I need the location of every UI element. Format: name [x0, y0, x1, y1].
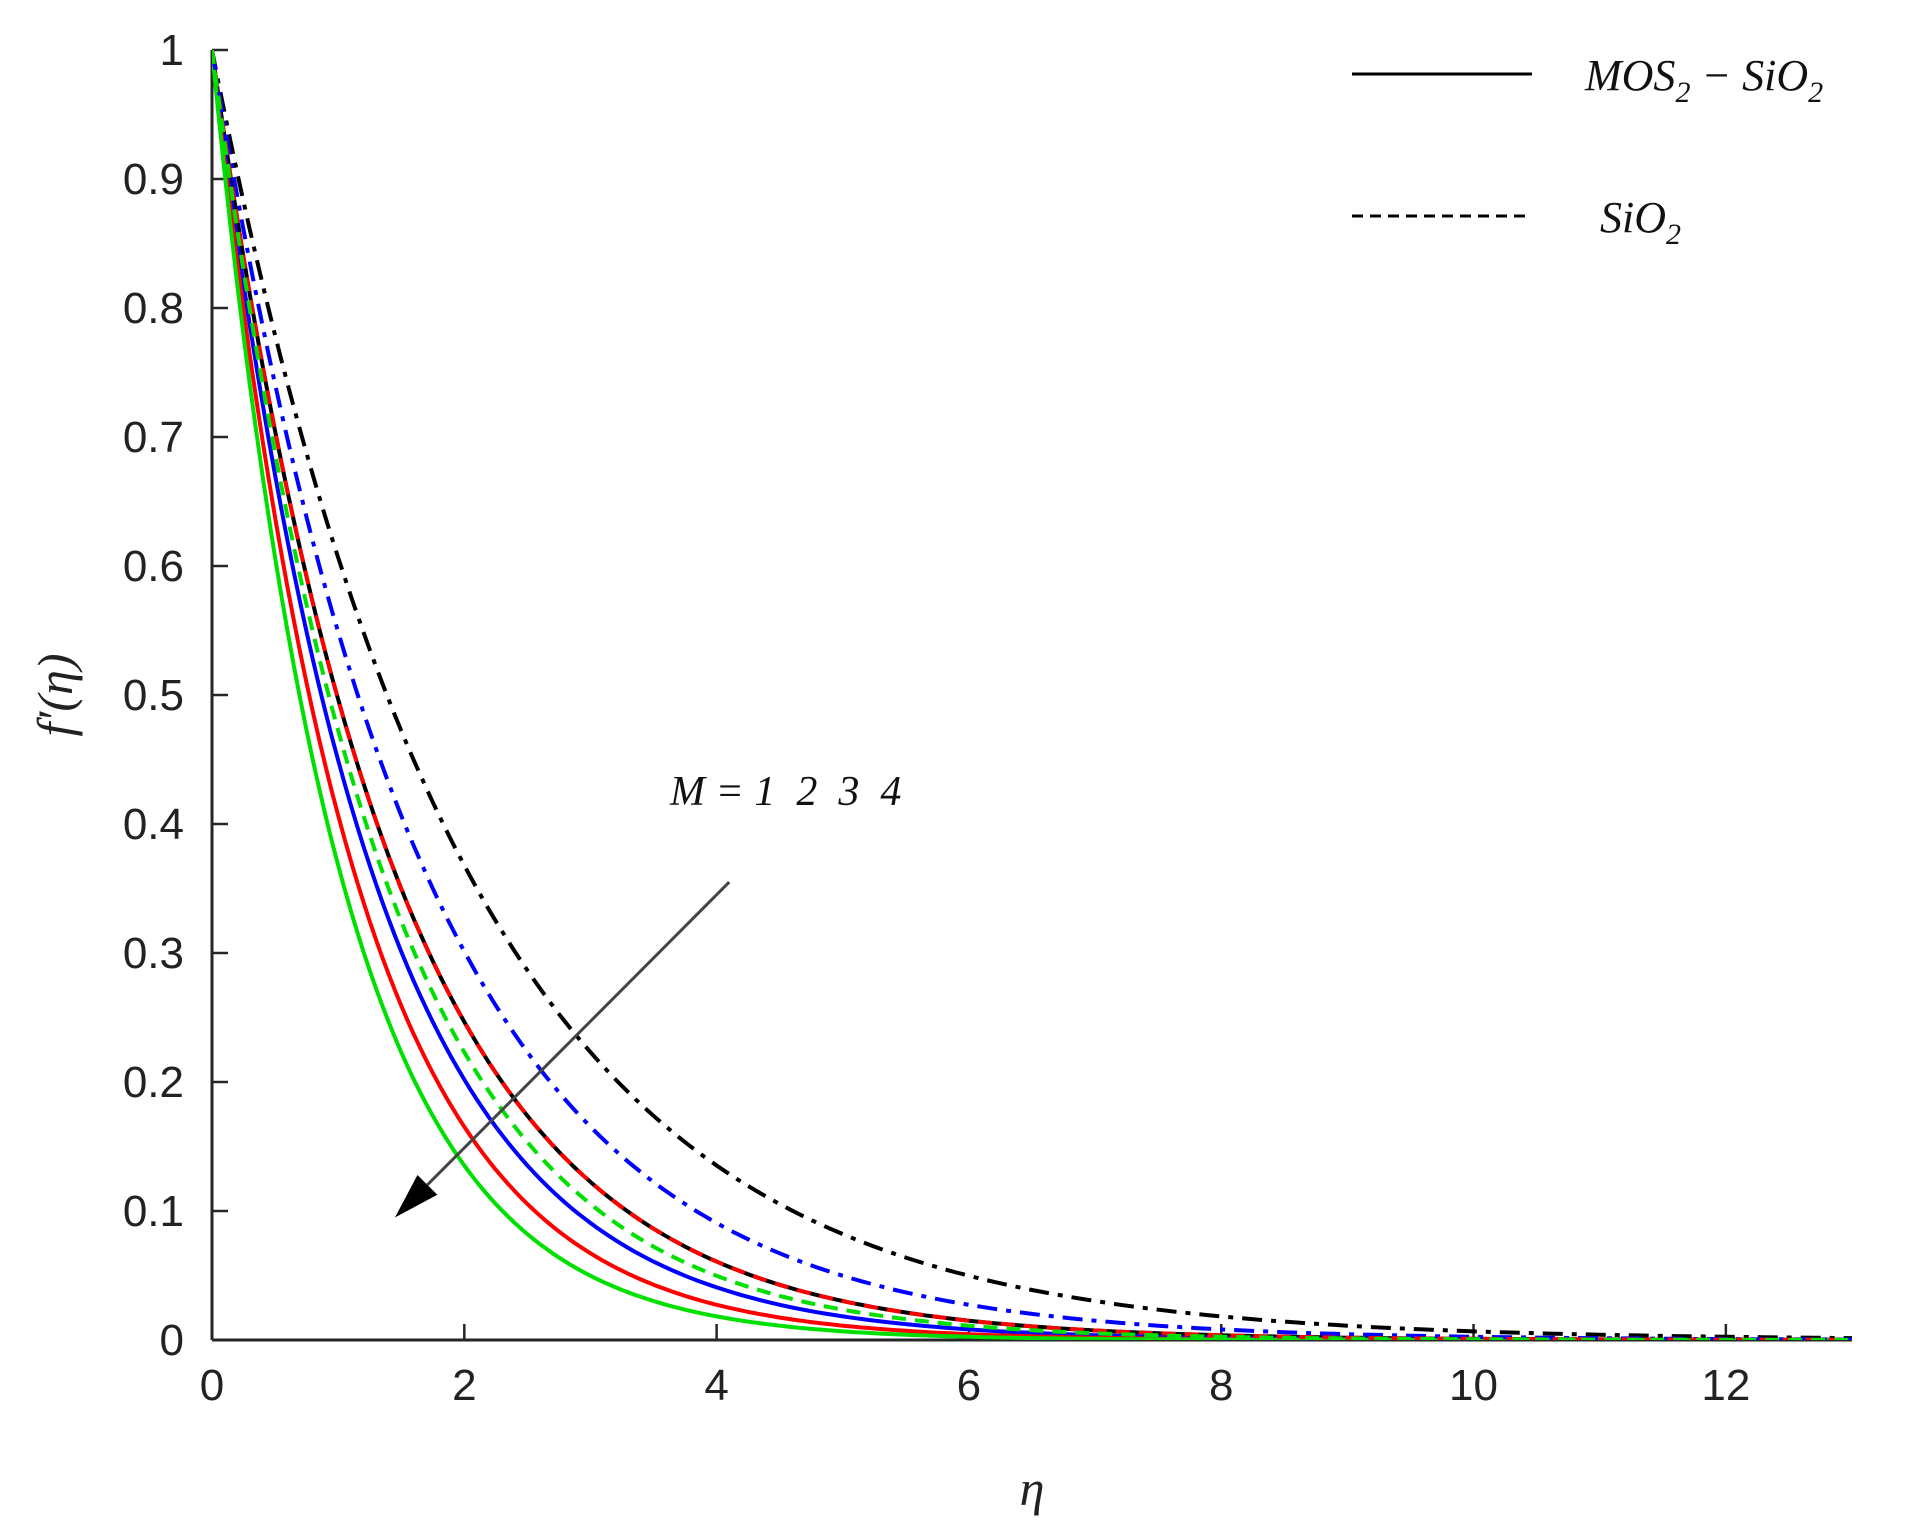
series-group	[212, 50, 1852, 1340]
annotation: M = 1 2 3 4	[394, 769, 901, 1218]
legend-label-sub: 2	[1666, 218, 1681, 251]
series-line-5	[212, 50, 1852, 1340]
series-line-7	[212, 50, 1852, 1340]
y-tick-label: 0.7	[123, 413, 184, 462]
y-tick-label: 0.9	[123, 155, 184, 204]
y-tick-label: 0.1	[123, 1187, 184, 1236]
series-line-3	[212, 50, 1852, 1340]
x-tick-label: 8	[1209, 1361, 1233, 1410]
y-tick-label: 0.6	[123, 542, 184, 591]
legend-label-1: MOS2 − SiO2	[1584, 51, 1823, 109]
legend-label-sub: 2	[1675, 76, 1690, 109]
annotation-text: M = 1 2 3 4	[669, 769, 901, 815]
y-tick-label: 0.4	[123, 800, 184, 849]
x-tick-label: 6	[957, 1361, 981, 1410]
y-tick-label: 0.3	[123, 929, 184, 978]
y-axis-label: f′(η)	[27, 654, 83, 737]
x-axis-label: η	[1020, 1460, 1045, 1516]
series-line-6	[212, 50, 1852, 1340]
series-line-4	[212, 50, 1852, 1340]
x-tick-label: 0	[200, 1361, 224, 1410]
y-tick-label: 0.2	[123, 1058, 184, 1107]
legend-label-2: SiO2	[1600, 193, 1681, 251]
legend-label-rest: − SiO	[1690, 51, 1808, 100]
series-line-2	[212, 50, 1852, 1340]
series-line-8	[212, 50, 1852, 1340]
x-tick-label: 10	[1449, 1361, 1498, 1410]
axes: 0 2 4 6 8 10 12 0 0.1 0.2 0.3 0.4 0.5 0.6 0.7 0.8 0.9 1	[123, 26, 1852, 1410]
annotation-arrowhead	[394, 1174, 438, 1218]
y-tick-label: 0	[160, 1316, 184, 1365]
legend-label-main: MOS	[1584, 51, 1675, 100]
annotation-arrow	[426, 880, 731, 1186]
series-line-1	[212, 50, 1852, 1340]
legend-label-sub2: 2	[1808, 76, 1823, 109]
y-tick-label: 1	[160, 26, 184, 75]
y-tick-label: 0.5	[123, 671, 184, 720]
x-tick-label: 2	[452, 1361, 476, 1410]
x-tick-label: 4	[704, 1361, 728, 1410]
y-tick-label: 0.8	[123, 284, 184, 333]
legend-label-main: SiO	[1600, 193, 1666, 242]
x-tick-label: 12	[1701, 1361, 1750, 1410]
